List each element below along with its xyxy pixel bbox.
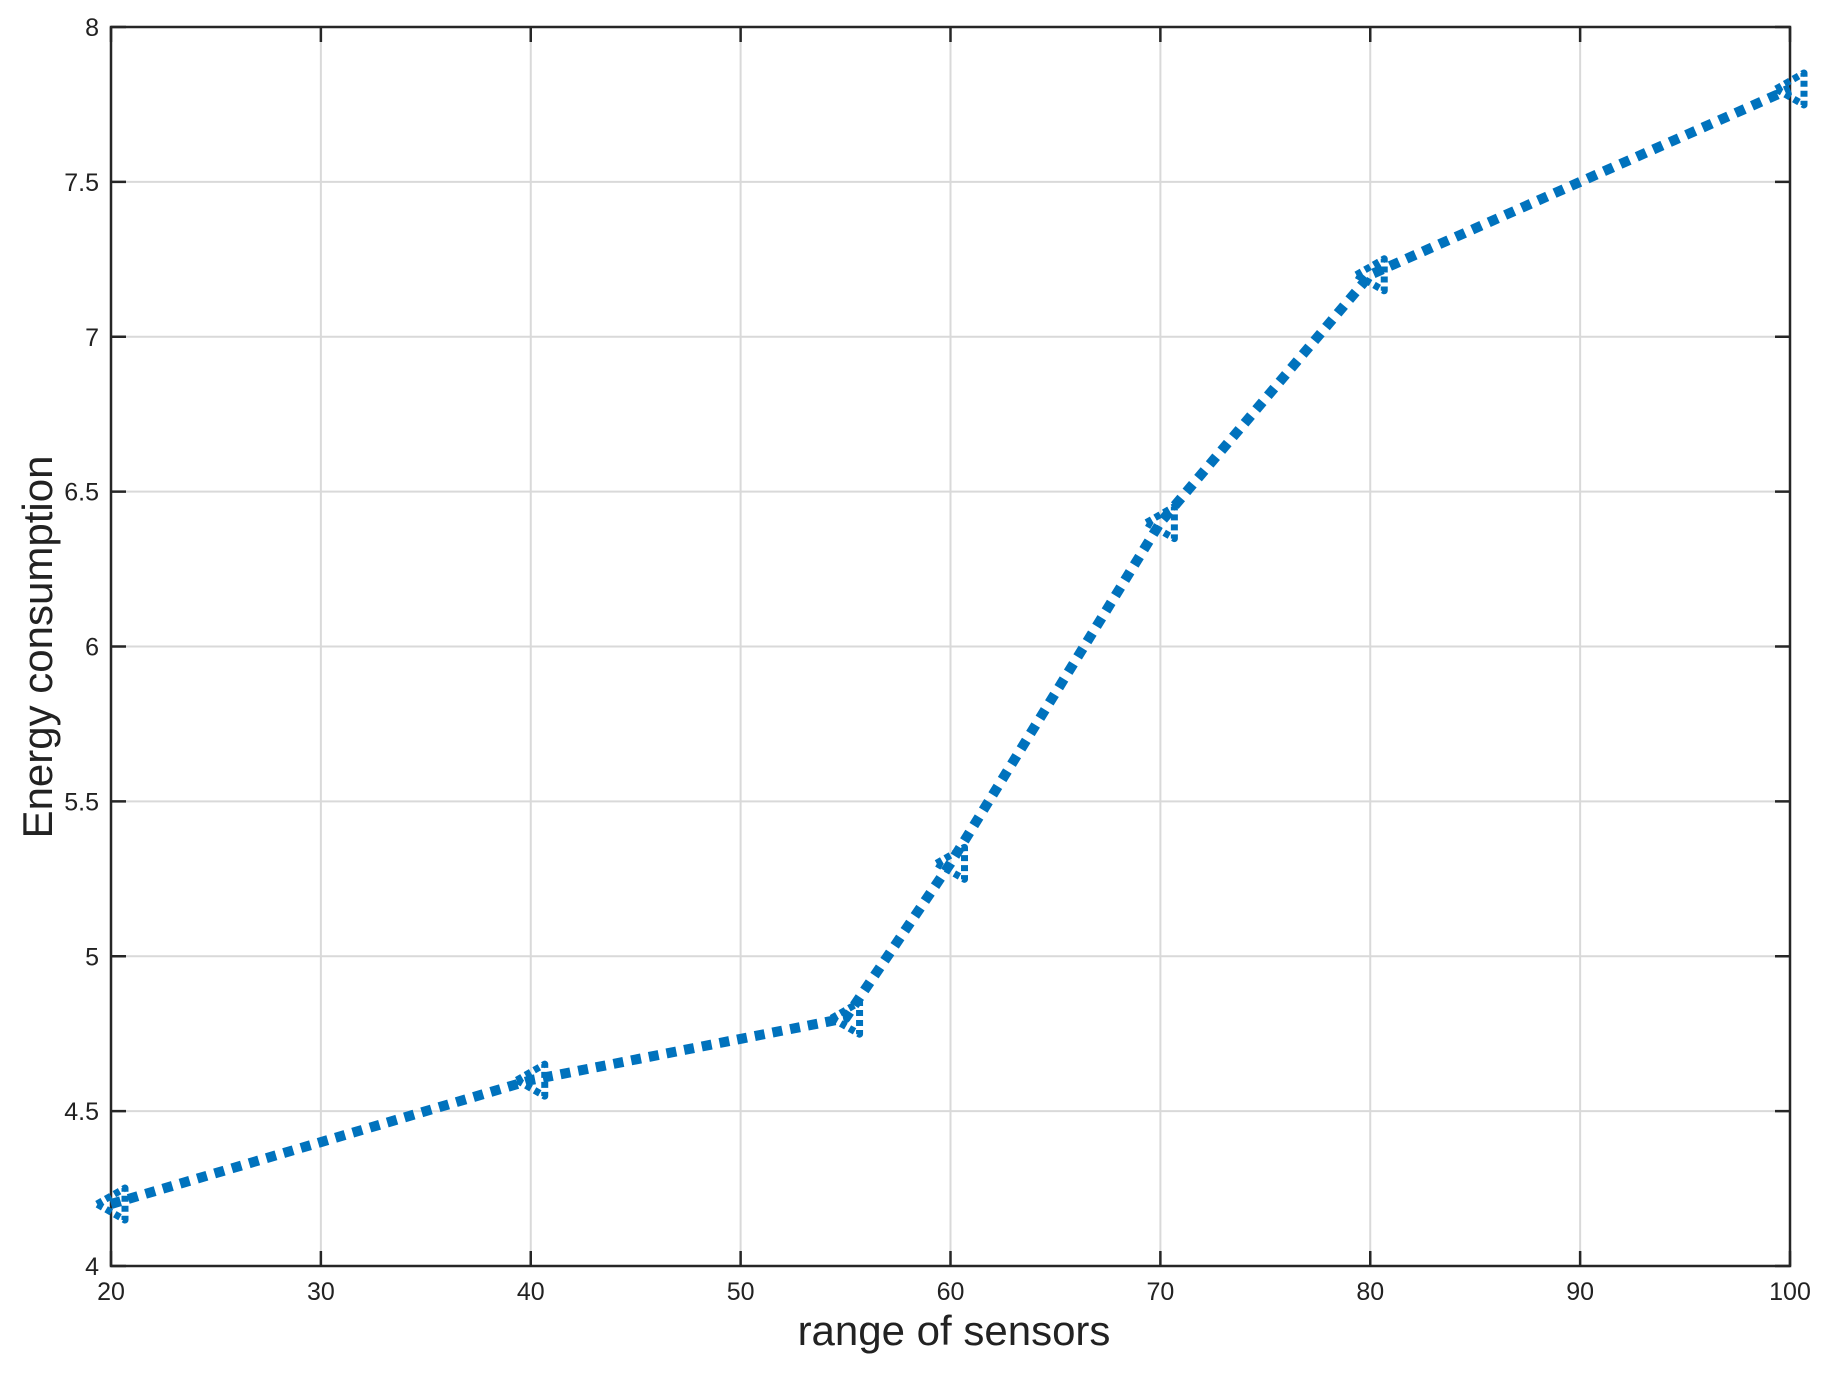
data-point-marker	[513, 1060, 549, 1100]
y-axis-label: Energy consumption	[14, 456, 61, 839]
x-tick-label: 80	[1356, 1278, 1384, 1306]
data-series	[93, 69, 1808, 1224]
x-tick-label: 30	[307, 1278, 335, 1306]
y-tick-label: 7.5	[64, 169, 99, 197]
y-tick-label: 5	[85, 943, 99, 971]
x-tick-label: 100	[1769, 1278, 1811, 1306]
series-line	[109, 84, 1793, 1209]
data-point-marker	[933, 843, 968, 883]
data-point-marker	[93, 1184, 129, 1224]
y-tick-label: 5.5	[64, 788, 99, 816]
x-tick-label: 20	[97, 1278, 125, 1306]
data-point-marker	[828, 998, 864, 1038]
data-point-marker	[1352, 255, 1388, 295]
x-axis-label: range of sensors	[798, 1307, 1111, 1354]
grid-lines	[111, 27, 1790, 1266]
x-tick-label: 90	[1566, 1278, 1594, 1306]
x-tick-label: 40	[517, 1278, 545, 1306]
x-tick-label: 70	[1146, 1278, 1174, 1306]
y-tick-label: 8	[85, 14, 99, 42]
y-tick-label: 7	[85, 324, 99, 352]
tick-marks	[109, 25, 1792, 1268]
x-tick-label: 60	[937, 1278, 965, 1306]
data-point-marker	[1142, 503, 1178, 543]
y-tick-label: 6	[85, 634, 99, 662]
y-tick-label: 4	[85, 1253, 99, 1281]
y-tick-label: 4.5	[64, 1098, 99, 1126]
y-tick-label: 6.5	[64, 479, 99, 507]
x-tick-label: 50	[727, 1278, 755, 1306]
data-point-marker	[1772, 69, 1808, 109]
tick-labels: 20 30 40 50 60 70 80 90 100 4 4.5 5 5.5 6 6.5 7 7.5 8	[64, 14, 1811, 1306]
